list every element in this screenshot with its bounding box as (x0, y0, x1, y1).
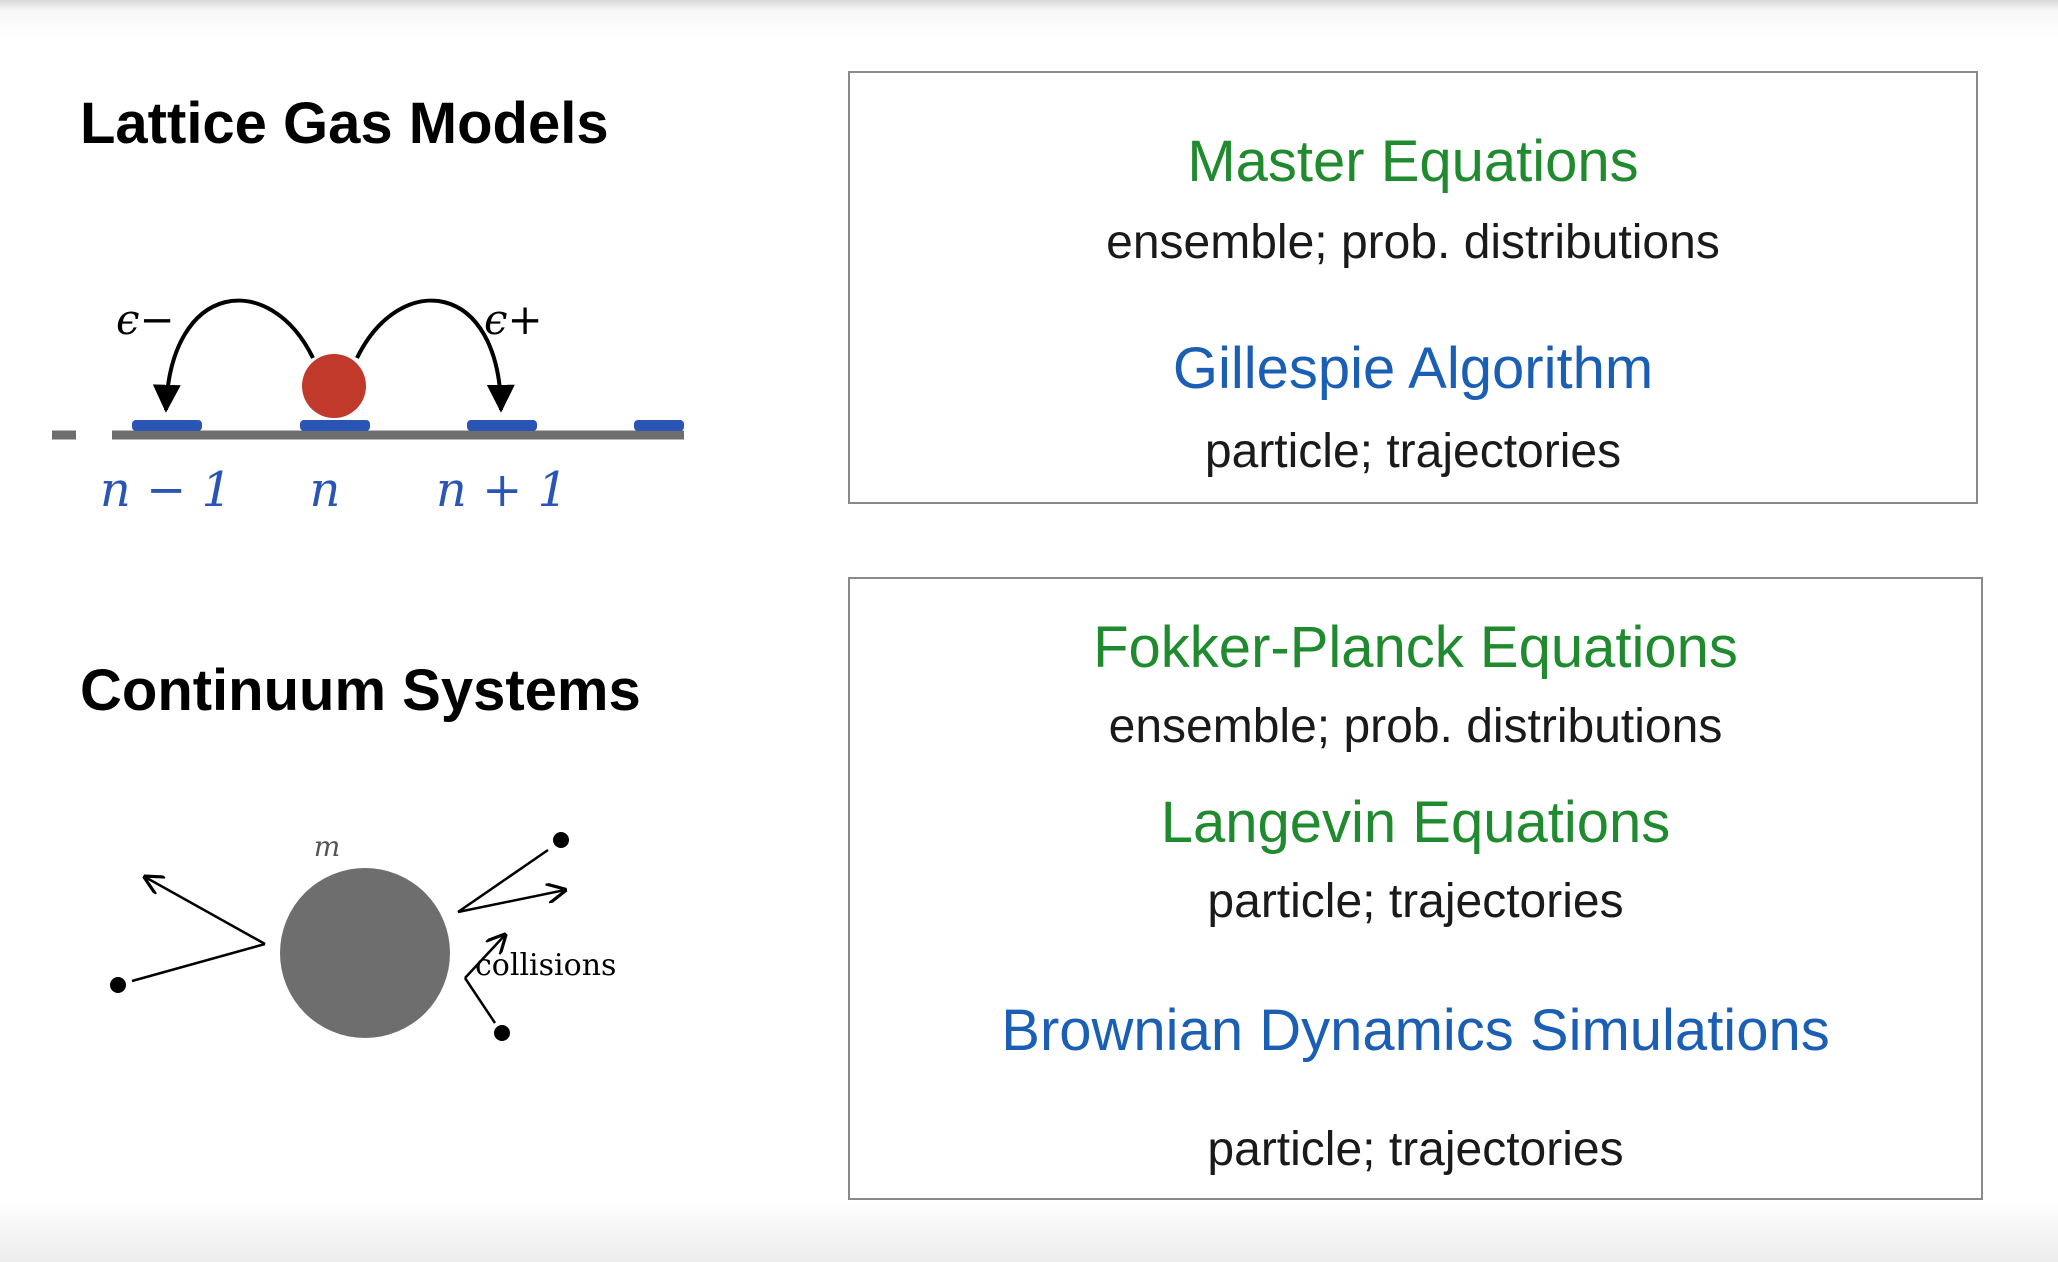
rate-minus-label: ϵ− (116, 295, 175, 344)
rate-plus-label: ϵ+ (484, 295, 543, 344)
bottom-shade (0, 1200, 2058, 1262)
collision-path (463, 977, 497, 1024)
continuum-systems-heading: Continuum Systems (80, 658, 641, 723)
mass-label: m (314, 830, 341, 863)
site-label: n (310, 462, 341, 518)
lattice-methods-panel: Master Equations ensemble; prob. distrib… (848, 71, 1978, 504)
lattice-site (467, 420, 537, 431)
lattice-diagram: ϵ− ϵ+ n − 1 n n + 1 (52, 295, 684, 518)
method-description: particle; trajectories (1207, 1123, 1624, 1176)
hop-right-arrow (355, 298, 515, 413)
site-label: n − 1 (100, 462, 232, 518)
lattice-site (634, 420, 684, 431)
lattice-site (132, 420, 202, 431)
method-description: particle; trajectories (1204, 425, 1622, 478)
continuum-diagram: m collisions (110, 830, 616, 1041)
lattice-gas-heading: Lattice Gas Models (80, 91, 609, 156)
collision-path (457, 848, 549, 914)
method-title: Langevin Equations (1160, 790, 1671, 855)
collision-path (145, 877, 266, 946)
collisions-label: collisions (475, 948, 616, 983)
lattice-particle (302, 354, 366, 418)
method-description: particle; trajectories (1207, 875, 1624, 928)
hop-left-arrow (152, 298, 315, 413)
collision-path (464, 935, 505, 979)
top-shade (0, 0, 2058, 40)
collision-particle (110, 977, 126, 993)
method-title: Master Equations (1187, 129, 1639, 194)
continuum-methods-panel: Fokker-Planck Equations ensemble; prob. … (848, 577, 1983, 1200)
collision-path (131, 942, 266, 983)
method-title: Gillespie Algorithm (1172, 336, 1654, 401)
method-description: ensemble; prob. distributions (1106, 216, 1720, 269)
collision-path (457, 890, 565, 914)
site-label: n + 1 (436, 462, 568, 518)
lattice-site (300, 420, 370, 431)
method-description: ensemble; prob. distributions (1108, 700, 1723, 753)
collision-particle (494, 1025, 510, 1041)
method-title: Fokker-Planck Equations (1093, 615, 1738, 680)
brownian-particle (280, 868, 450, 1038)
method-title: Brownian Dynamics Simulations (1001, 998, 1830, 1063)
collision-particle (553, 832, 569, 848)
